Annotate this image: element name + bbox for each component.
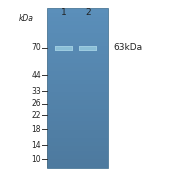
Text: 18: 18 [31, 125, 41, 134]
Text: 44: 44 [31, 71, 41, 80]
Bar [56, 46, 72, 50]
Text: 14: 14 [31, 141, 41, 150]
Bar [47, 8, 108, 168]
Text: 2: 2 [85, 8, 91, 17]
Text: 10: 10 [31, 154, 41, 163]
Text: 63kDa: 63kDa [113, 44, 142, 53]
Bar [80, 46, 96, 50]
Text: 22: 22 [31, 111, 41, 120]
Text: 1: 1 [61, 8, 67, 17]
Bar [55, 46, 73, 51]
Text: kDa: kDa [19, 14, 33, 23]
Text: 70: 70 [31, 44, 41, 53]
Text: 26: 26 [31, 100, 41, 109]
Bar [79, 46, 97, 51]
Text: 33: 33 [31, 87, 41, 96]
